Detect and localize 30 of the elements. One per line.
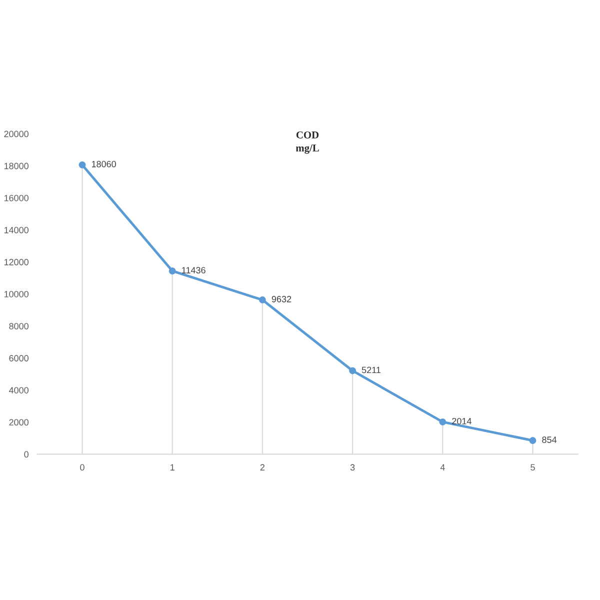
x-tick-label: 0 bbox=[80, 464, 84, 471]
y-tick-label: 10000 bbox=[4, 290, 29, 298]
data-label: 2014 bbox=[452, 418, 472, 424]
x-tick-label: 4 bbox=[440, 464, 445, 470]
data-label: 18060 bbox=[92, 160, 116, 168]
point bbox=[529, 437, 536, 444]
y-tick-label: 4000 bbox=[8, 387, 29, 394]
x-tick-label: 2 bbox=[260, 464, 265, 470]
x-tick-label: 1 bbox=[170, 464, 174, 470]
point bbox=[168, 268, 176, 274]
data-label: 9632 bbox=[272, 296, 292, 302]
y-tick-label: 6000 bbox=[9, 355, 29, 362]
chart-title: COD mg/L bbox=[296, 131, 319, 154]
y-tick-label: 16000 bbox=[4, 194, 29, 202]
y-tick-label: 12000 bbox=[4, 258, 29, 266]
point bbox=[258, 296, 266, 304]
point bbox=[78, 161, 86, 168]
point bbox=[439, 418, 446, 426]
data-label: 5211 bbox=[362, 366, 381, 374]
x-tick-label: 5 bbox=[530, 464, 535, 471]
point bbox=[349, 367, 356, 374]
y-tick-label: 0 bbox=[24, 451, 29, 458]
x-tick-label: 3 bbox=[350, 464, 355, 471]
y-tick-label: 2000 bbox=[9, 419, 29, 426]
y-tick-label: 18000 bbox=[4, 162, 29, 170]
y-tick-label: 8000 bbox=[9, 323, 29, 330]
y-tick-label: 14000 bbox=[4, 226, 29, 234]
data-label: 11436 bbox=[182, 267, 206, 274]
y-tick-label: 20000 bbox=[4, 130, 29, 138]
data-label: 854 bbox=[542, 436, 557, 443]
